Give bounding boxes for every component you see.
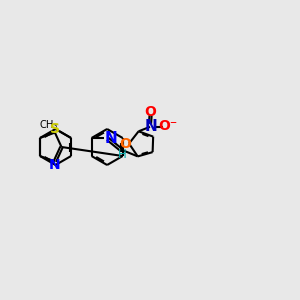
Text: N: N	[49, 158, 60, 172]
Text: N: N	[104, 130, 117, 146]
Text: O⁻: O⁻	[158, 119, 177, 133]
Text: H: H	[118, 148, 127, 161]
Text: O: O	[145, 104, 157, 118]
Text: N: N	[144, 119, 157, 134]
Text: S: S	[50, 122, 60, 136]
Text: CH₃: CH₃	[39, 120, 58, 130]
Text: O: O	[119, 136, 131, 151]
